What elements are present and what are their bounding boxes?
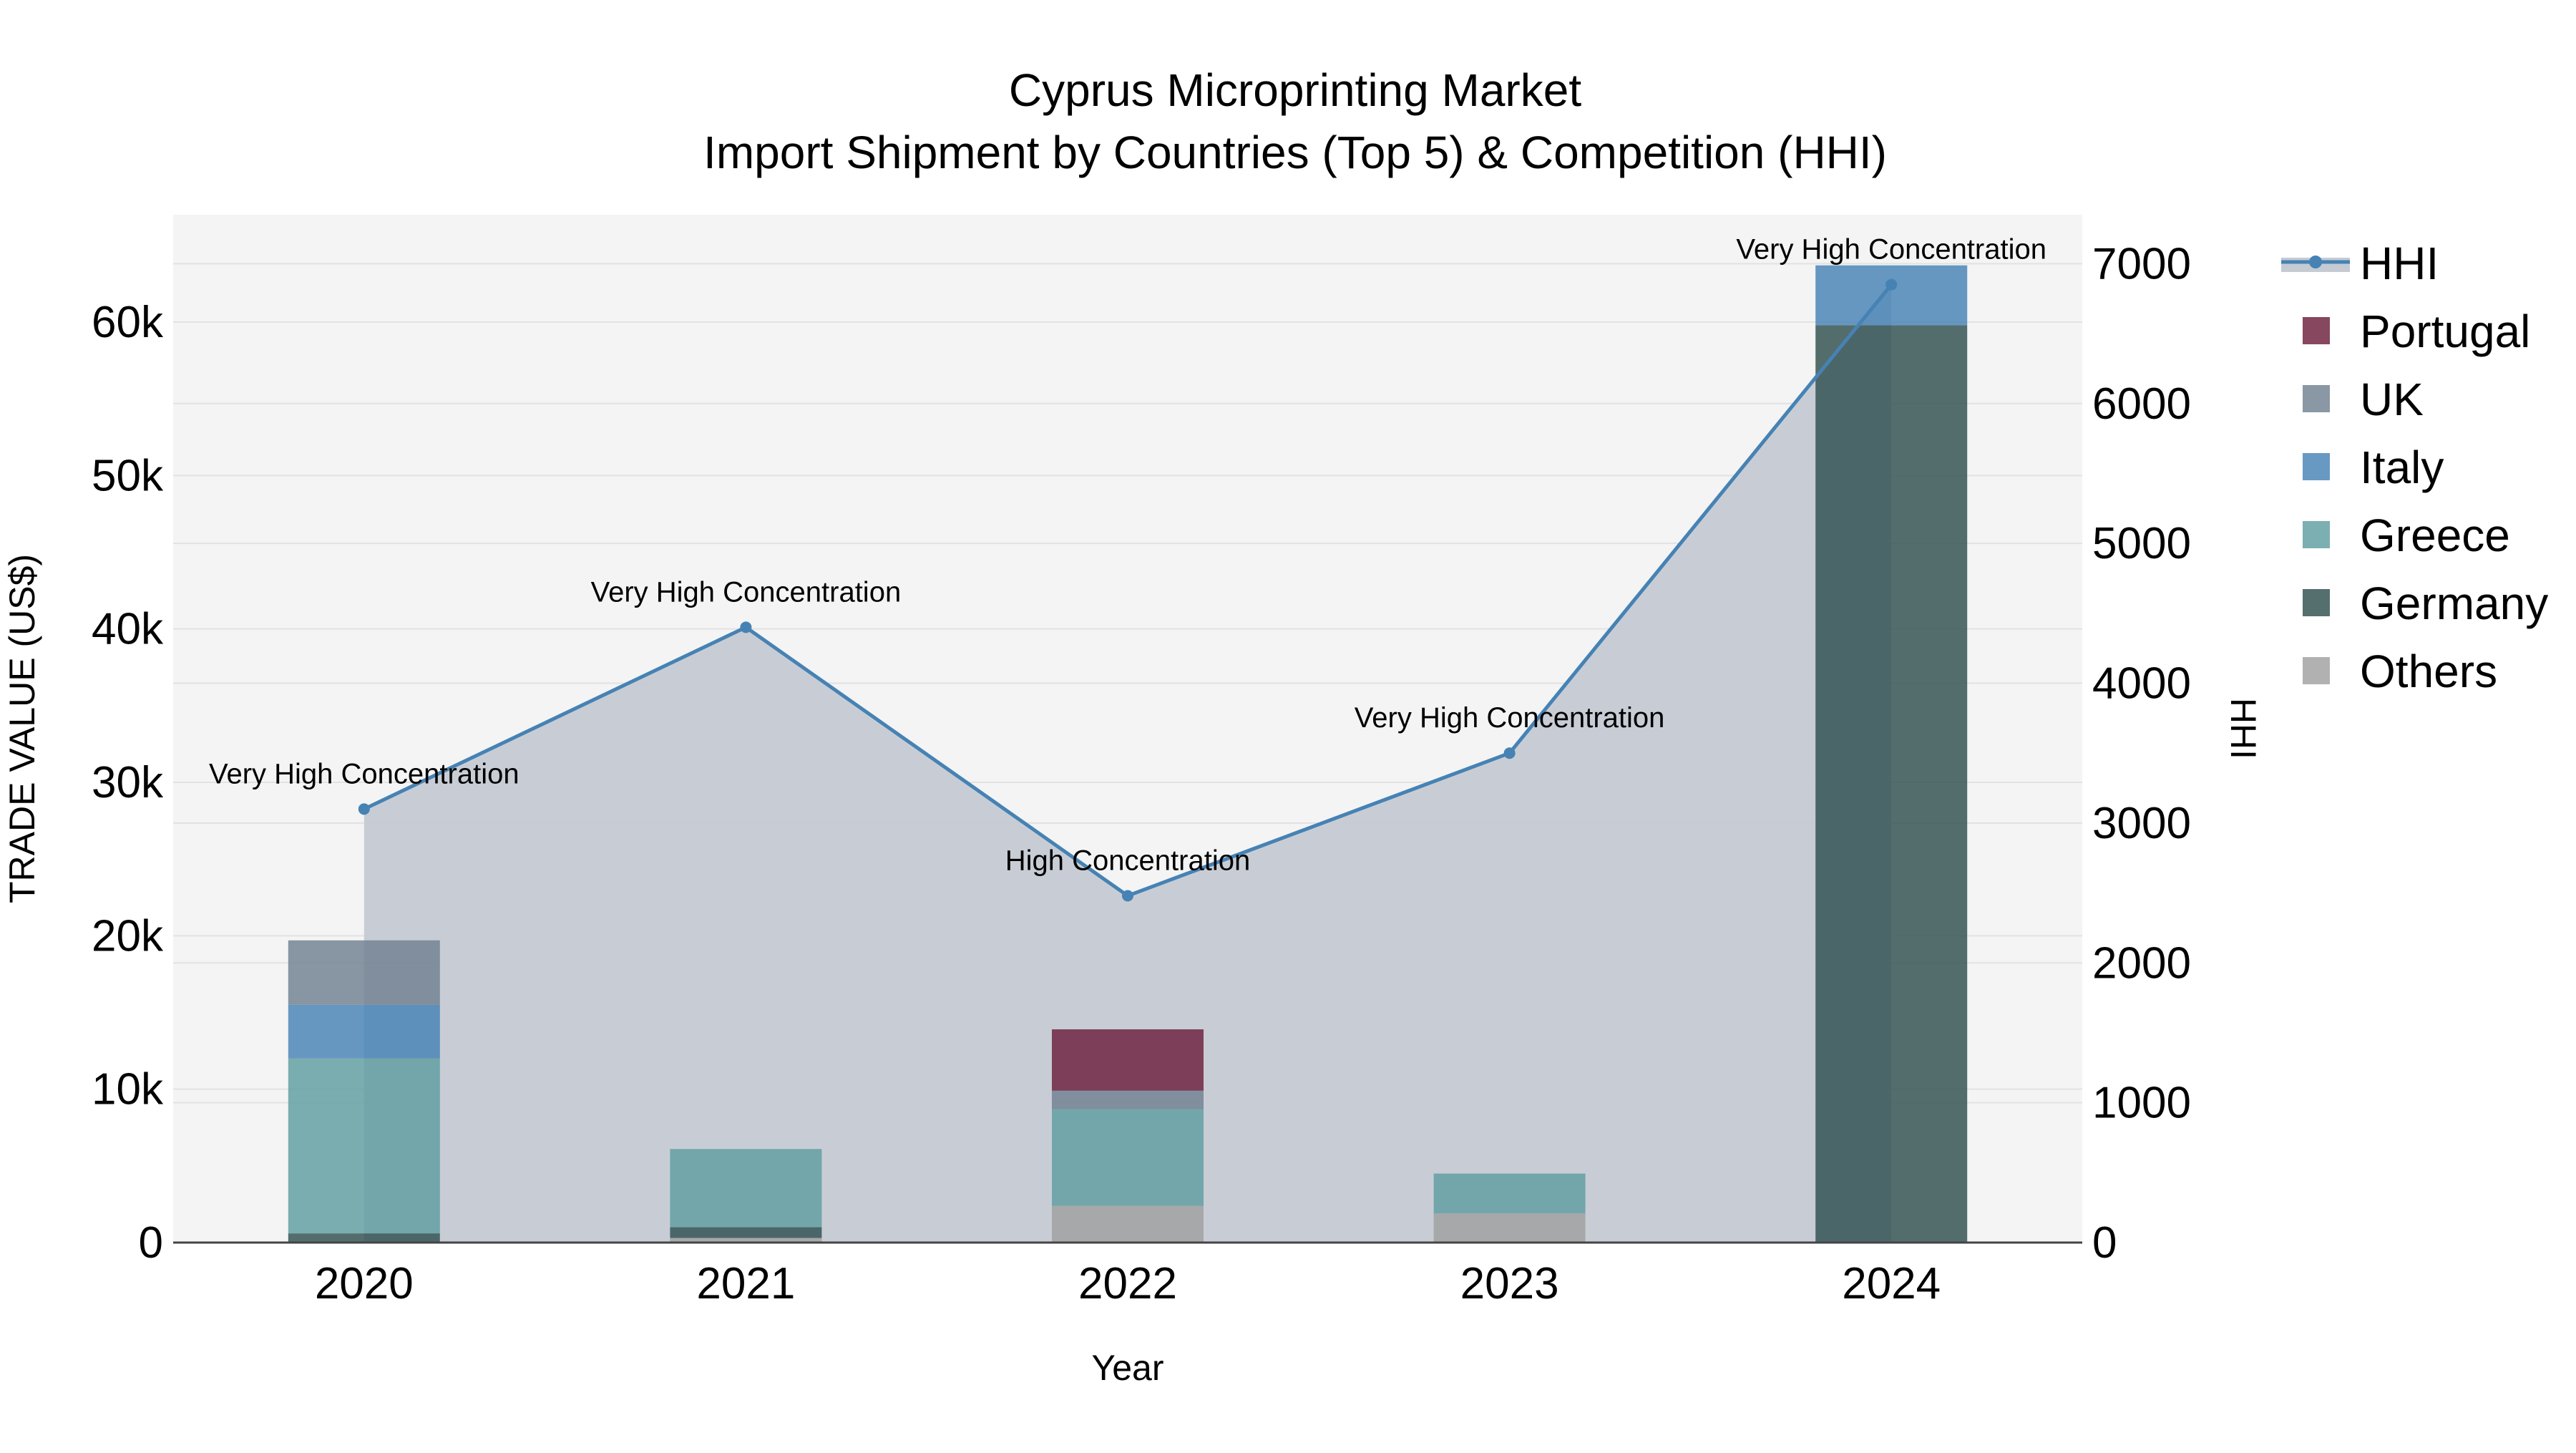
y2-tick-label: 2000 xyxy=(2092,938,2191,988)
hhi-annotation-2020: Very High Concentration xyxy=(209,758,519,789)
y2-tick-label: 7000 xyxy=(2092,239,2191,288)
legend-label-italy: Italy xyxy=(2360,442,2444,493)
chart-title: Cyprus Microprinting Market xyxy=(1009,64,1581,116)
hhi-point-2021 xyxy=(740,621,752,633)
y-tick-label: 30k xyxy=(92,758,164,807)
hhi-annotation-2021: Very High Concentration xyxy=(591,576,902,608)
bar-greece-2020 xyxy=(288,1058,440,1234)
legend-swatch-uk xyxy=(2303,385,2330,412)
hhi-area xyxy=(364,284,1892,1243)
bar-uk-2022 xyxy=(1052,1090,1204,1109)
y2-tick-label: 4000 xyxy=(2092,659,2191,709)
legend-label-portugal: Portugal xyxy=(2360,306,2530,357)
bar-italy-2020 xyxy=(288,1004,440,1059)
y-tick-label: 60k xyxy=(92,298,164,347)
y-tick-label: 50k xyxy=(92,451,164,500)
bar-others-2021 xyxy=(670,1238,822,1243)
hhi-annotation-2022: High Concentration xyxy=(1005,845,1250,876)
legend-swatch-greece xyxy=(2303,521,2330,548)
hhi-point-2023 xyxy=(1503,747,1516,759)
legend-swatch-portugal xyxy=(2303,317,2330,344)
hhi-annotation-2023: Very High Concentration xyxy=(1355,702,1665,734)
y2-axis-title: HHI xyxy=(2223,698,2263,759)
y-tick-label: 0 xyxy=(139,1218,163,1268)
x-tick-label: 2023 xyxy=(1460,1259,1559,1308)
x-tick-label: 2020 xyxy=(315,1259,414,1308)
bar-uk-2020 xyxy=(288,940,440,1005)
legend-hhi-swatch-marker xyxy=(2309,256,2322,268)
hhi-point-2024 xyxy=(1885,278,1898,291)
bar-greece-2022 xyxy=(1052,1109,1204,1206)
x-axis-title: Year xyxy=(1091,1348,1163,1388)
legend-swatch-italy xyxy=(2303,453,2330,480)
bars-layer xyxy=(288,265,1968,1243)
bar-germany-2021 xyxy=(670,1227,822,1238)
legend-label-others: Others xyxy=(2360,646,2497,697)
y2-axis-ticks: 0 1000 2000 3000 4000 5000 6000 7000 xyxy=(2092,239,2191,1268)
bar-others-2022 xyxy=(1052,1205,1204,1243)
chart-subtitle: Import Shipment by Countries (Top 5) & C… xyxy=(703,127,1887,178)
legend-label-germany: Germany xyxy=(2360,578,2548,629)
bar-portugal-2022 xyxy=(1052,1029,1204,1091)
hhi-line-layer xyxy=(358,278,1898,902)
y2-tick-label: 3000 xyxy=(2092,799,2191,848)
x-axis-ticks: 2020 2021 2022 2023 2024 xyxy=(315,1259,1941,1308)
legend-label-hhi: HHI xyxy=(2360,238,2439,289)
bar-greece-2023 xyxy=(1433,1173,1586,1214)
y2-tick-label: 6000 xyxy=(2092,379,2191,429)
bar-others-2023 xyxy=(1433,1213,1586,1243)
legend-swatch-others xyxy=(2303,657,2330,684)
y-tick-label: 40k xyxy=(92,605,164,654)
hhi-area-layer xyxy=(364,284,1892,1243)
legend-label-uk: UK xyxy=(2360,374,2424,425)
legend: HHI Portugal UK Italy Greece Germany Others xyxy=(2281,238,2548,697)
y2-tick-label: 1000 xyxy=(2092,1079,2191,1128)
bar-greece-2021 xyxy=(670,1149,822,1228)
y-tick-label: 20k xyxy=(92,911,164,961)
y-tick-label: 10k xyxy=(92,1065,164,1114)
x-tick-label: 2022 xyxy=(1078,1259,1177,1308)
legend-swatch-germany xyxy=(2303,589,2330,616)
annotations-layer: Very High Concentration Very High Concent… xyxy=(209,234,2046,877)
y-axis-title: TRADE VALUE (US$) xyxy=(2,554,42,903)
y2-tick-label: 5000 xyxy=(2092,519,2191,568)
bar-italy-2024 xyxy=(1815,265,1968,326)
legend-label-greece: Greece xyxy=(2360,510,2510,561)
bar-germany-2024 xyxy=(1815,325,1968,1243)
hhi-annotation-2024: Very High Concentration xyxy=(1736,234,2046,266)
hhi-point-2022 xyxy=(1122,890,1133,902)
bar-germany-2020 xyxy=(288,1233,440,1243)
x-tick-label: 2024 xyxy=(1842,1259,1941,1308)
x-tick-label: 2021 xyxy=(696,1259,795,1308)
y-axis-ticks: 0 10k 20k 30k 40k 50k 60k xyxy=(92,298,164,1268)
hhi-point-2020 xyxy=(358,803,370,815)
y2-tick-label: 0 xyxy=(2092,1218,2117,1268)
